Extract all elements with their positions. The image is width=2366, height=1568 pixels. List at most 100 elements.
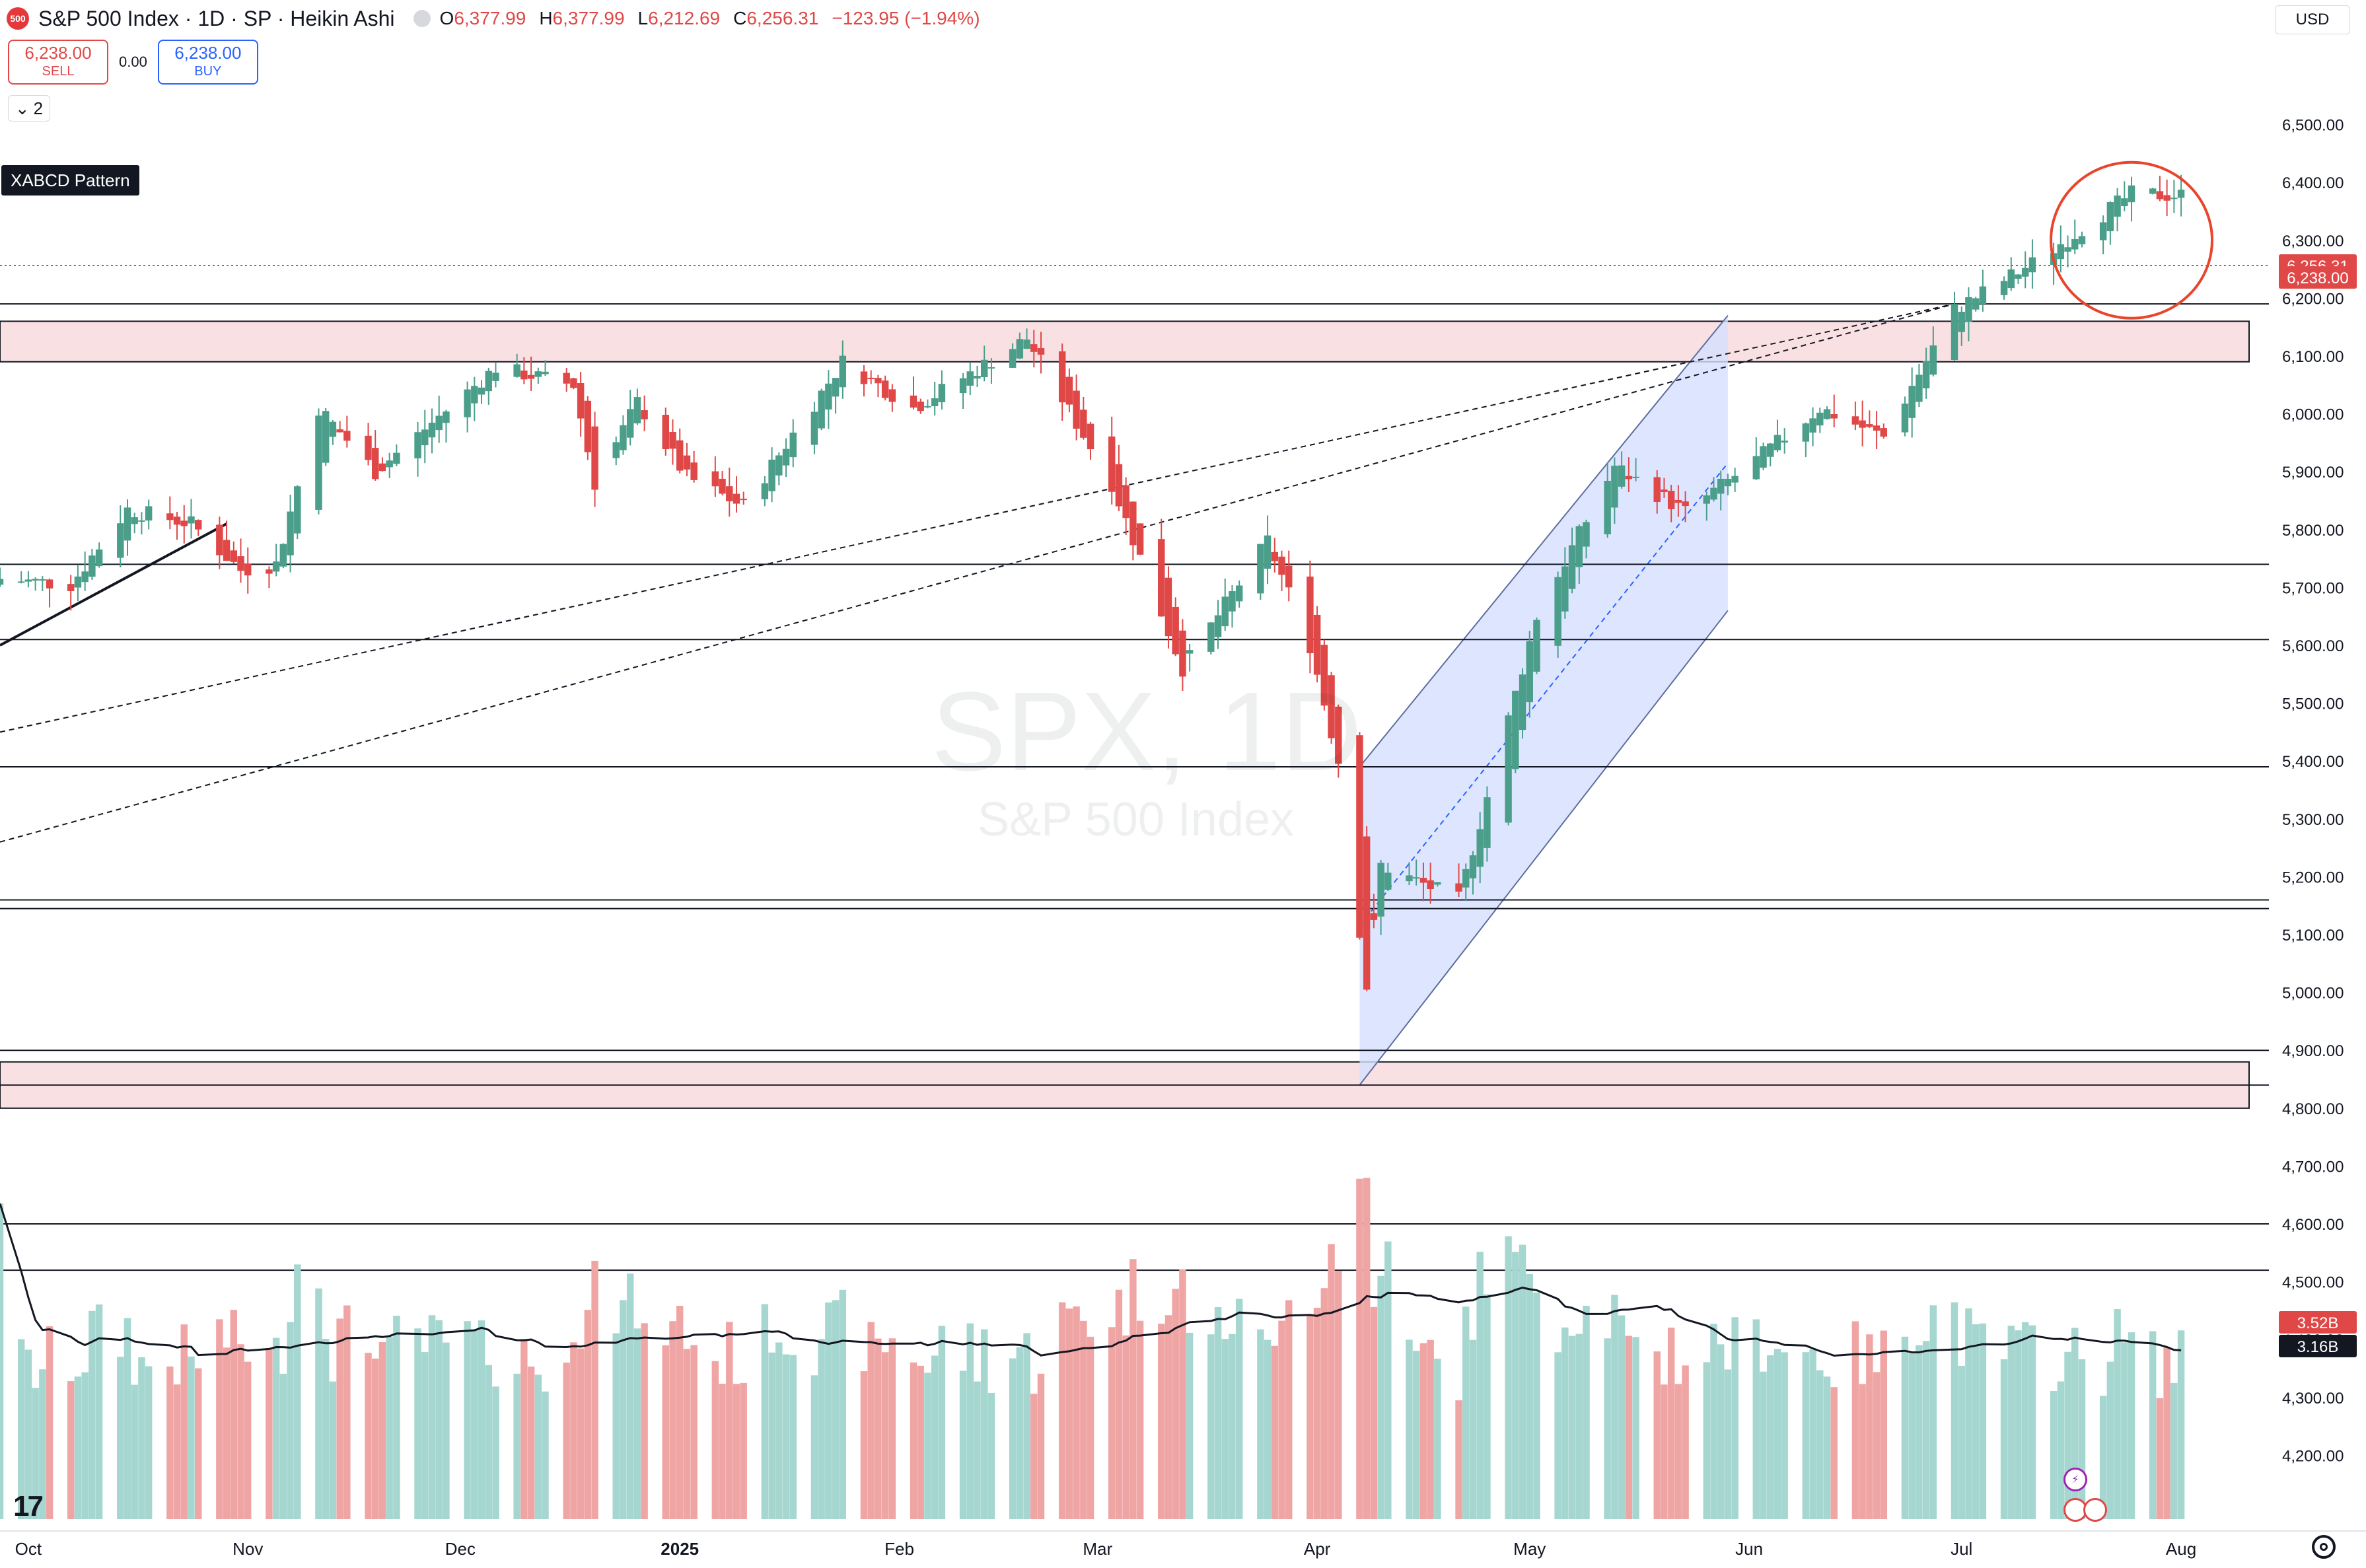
- price-axis-tick-label: 4,800.00: [2282, 1100, 2344, 1118]
- volume-bar: [216, 1319, 223, 1519]
- tradingview-logo-icon[interactable]: 17: [13, 1490, 44, 1522]
- candle-body: [1307, 576, 1314, 653]
- volume-bar: [719, 1383, 726, 1519]
- candle-body: [1484, 797, 1491, 848]
- candle-body: [166, 513, 174, 520]
- candle-body: [711, 471, 719, 487]
- candle-body: [2007, 269, 2015, 289]
- candle-body: [1752, 456, 1760, 480]
- volume-bar: [1335, 1271, 1342, 1519]
- candle-body: [1661, 489, 1668, 492]
- candle-body: [237, 556, 244, 571]
- candle-body: [1958, 312, 1965, 332]
- flash-event-icon[interactable]: ⚡: [2063, 1468, 2087, 1491]
- volume-bar: [1979, 1323, 1987, 1519]
- volume-bar: [2177, 1330, 2185, 1519]
- volume-bar: [1752, 1319, 1760, 1519]
- volume-bar: [2064, 1351, 2071, 1519]
- volume-bar: [2021, 1322, 2029, 1519]
- annotations[interactable]: [0, 160, 2269, 320]
- us-event-icon[interactable]: [2083, 1498, 2107, 1522]
- volume-bar: [329, 1381, 337, 1519]
- candle-body: [719, 478, 726, 494]
- volume-bar: [1965, 1308, 1972, 1519]
- volume-bar: [1469, 1339, 1477, 1519]
- price-axis[interactable]: 4,200.004,300.004,400.004,500.004,600.00…: [2282, 117, 2344, 1466]
- volume-bar: [938, 1326, 946, 1519]
- volume-bar: [223, 1347, 231, 1519]
- dashed-trend-line: [0, 303, 1955, 733]
- volume-bar: [1073, 1306, 1080, 1519]
- symbol-title[interactable]: S&P 500 Index · 1D · SP · Heikin Ashi: [38, 6, 395, 30]
- candle-body: [1434, 882, 1441, 885]
- volume-bar: [1158, 1324, 1165, 1519]
- volume-bars: [0, 1178, 2185, 1519]
- candle-body: [24, 579, 32, 582]
- price-axis-tick-label: 4,600.00: [2282, 1216, 2344, 1234]
- candle-body: [1427, 880, 1434, 890]
- support-zone: [0, 320, 2250, 363]
- volume-bar: [825, 1302, 832, 1519]
- volume-bar: [563, 1363, 570, 1519]
- time-axis[interactable]: Oct Nov Dec 2025 Feb Mar Apr May Jun Jul Aug: [0, 1530, 2366, 1559]
- candle-body: [987, 367, 995, 369]
- trend-lines[interactable]: [0, 303, 1955, 843]
- volume-bar: [1229, 1334, 1236, 1519]
- indicators-toggle-button[interactable]: ⌄ 2: [8, 95, 50, 122]
- candle-body: [2121, 198, 2128, 207]
- candle-body: [1073, 390, 1080, 429]
- volume-bar: [1674, 1384, 1682, 1519]
- candle-body: [378, 463, 386, 472]
- volume-bar: [180, 1324, 188, 1519]
- parallel-channel[interactable]: [1359, 315, 1729, 1086]
- candle-body: [1519, 674, 1526, 731]
- volume-bar: [1561, 1327, 1569, 1519]
- volume-bar: [1703, 1362, 1710, 1519]
- volume-bar: [570, 1342, 577, 1519]
- price-axis-tick-label: 5,400.00: [2282, 753, 2344, 771]
- candle-body: [365, 435, 372, 460]
- currency-button[interactable]: USD: [2275, 5, 2350, 34]
- xabcd-pattern-label[interactable]: XABCD Pattern: [1, 165, 139, 196]
- settings-gear-icon[interactable]: [2312, 1535, 2336, 1559]
- volume-bar: [237, 1344, 244, 1519]
- candle-body: [832, 378, 840, 397]
- candle-body: [1512, 690, 1519, 769]
- volume-bar: [386, 1336, 393, 1519]
- price-axis-tick-label: 5,900.00: [2282, 464, 2344, 481]
- candle-body: [1235, 585, 1243, 602]
- buy-button[interactable]: 6,238.00 BUY: [157, 40, 258, 85]
- candle-body: [1760, 446, 1767, 468]
- volume-bar: [188, 1356, 195, 1519]
- trend-line: [0, 522, 228, 647]
- volume-bar: [39, 1369, 46, 1519]
- volume-bar: [1710, 1324, 1717, 1519]
- candle-body: [1908, 386, 1916, 418]
- volume-bar: [1774, 1349, 1781, 1519]
- price-axis-tick-label: 4,900.00: [2282, 1042, 2344, 1060]
- candle-body: [641, 410, 648, 419]
- market-status-icon[interactable]: [413, 10, 431, 27]
- horizontal-levels[interactable]: [0, 303, 2269, 1271]
- volume-bar: [2106, 1361, 2114, 1519]
- watermark-name: S&P 500 Index: [978, 793, 1295, 846]
- volume-bar: [513, 1373, 520, 1519]
- price-axis-tick-label: 5,500.00: [2282, 695, 2344, 713]
- candle-body: [563, 373, 570, 384]
- candle-body: [1221, 596, 1229, 627]
- candle-body: [0, 579, 4, 585]
- candle-body: [1526, 641, 1533, 703]
- candle-body: [2000, 281, 2008, 295]
- volume-bar: [641, 1323, 648, 1519]
- candle-body: [315, 415, 322, 510]
- symbol-logo-icon[interactable]: 500: [7, 7, 29, 30]
- sell-button[interactable]: 6,238.00 SELL: [8, 40, 108, 85]
- volume-bar: [46, 1326, 54, 1519]
- price-axis-tick-label: 6,000.00: [2282, 406, 2344, 424]
- volume-bar: [1023, 1333, 1030, 1519]
- candle-body: [974, 376, 981, 379]
- candle-body: [1802, 423, 1810, 442]
- candle-body: [17, 581, 25, 583]
- price-axis-tick-label: 6,100.00: [2282, 348, 2344, 366]
